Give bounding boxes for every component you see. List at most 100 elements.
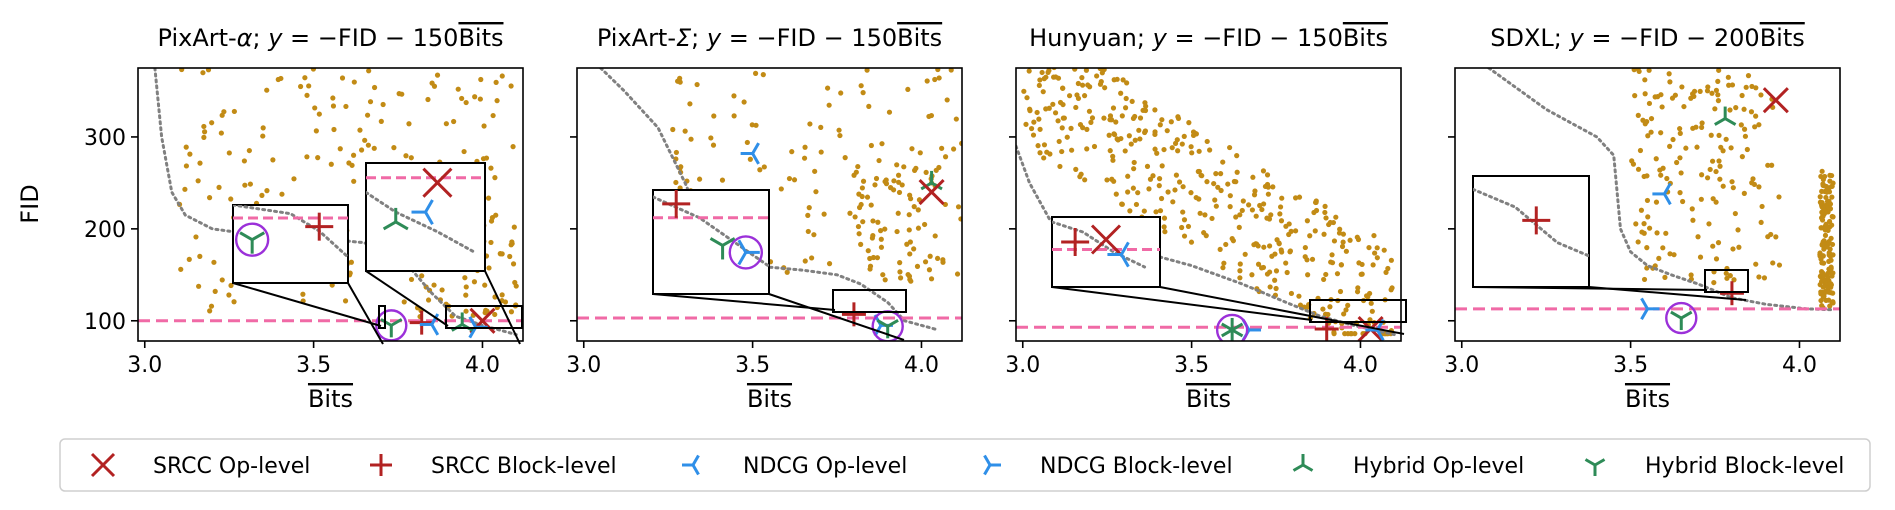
scatter-point	[673, 179, 679, 186]
scatter-point	[477, 96, 483, 102]
scatter-point	[348, 259, 354, 265]
scatter-point	[1144, 163, 1151, 169]
legend-marker-srcc_op	[90, 452, 116, 478]
scatter-point	[1046, 68, 1052, 74]
scatter-point	[1078, 171, 1084, 177]
scatter-point	[1667, 251, 1673, 257]
scatter-point	[1343, 248, 1349, 254]
scatter-point	[877, 228, 884, 234]
scatter-point	[836, 127, 842, 133]
scatter-point	[1126, 133, 1132, 139]
scatter-point	[1817, 194, 1823, 200]
scatter-point	[1818, 278, 1825, 285]
scatter-point	[1130, 185, 1136, 191]
scatter-point	[1658, 172, 1664, 178]
scatter-point	[201, 123, 207, 130]
scatter-point	[1730, 246, 1736, 252]
marker-srcc_block	[409, 310, 434, 335]
scatter-point	[906, 227, 912, 233]
scatter-point	[1761, 275, 1768, 281]
scatter-point	[182, 186, 188, 192]
scatter-point	[331, 126, 337, 133]
scatter-point	[451, 118, 457, 125]
scatter-point	[1154, 150, 1160, 156]
scatter-point	[784, 269, 790, 275]
scatter-point	[825, 85, 831, 91]
scatter-point	[1704, 175, 1711, 181]
scatter-point	[1683, 145, 1689, 151]
scatter-point	[1204, 138, 1210, 145]
scatter-point	[471, 279, 478, 285]
marker-ndcg_op	[419, 313, 440, 336]
scatter-point	[1156, 176, 1163, 182]
scatter-point	[1221, 260, 1227, 266]
scatter-point	[1825, 270, 1831, 276]
scatter-point	[1202, 212, 1208, 218]
scatter-point	[1060, 85, 1066, 91]
scatter-point	[1629, 158, 1635, 164]
scatter-point	[1249, 207, 1256, 213]
scatter-point	[260, 133, 266, 139]
scatter-point	[205, 68, 212, 73]
scatter-point	[878, 244, 885, 250]
panels: 3.0 3.5 4.0 100 200 300 Bits PixArt-α; y = −FID…	[84, 24, 1841, 413]
scatter-point	[1699, 172, 1705, 178]
scatter-point	[472, 94, 478, 100]
scatter-point	[1237, 261, 1243, 267]
scatter-point	[425, 96, 431, 103]
scatter-point	[1159, 117, 1165, 123]
scatter-point	[509, 239, 515, 245]
scatter-point	[1697, 88, 1703, 94]
scatter-point	[499, 73, 505, 79]
scatter-point	[867, 266, 873, 272]
x-tick-label: 3.5	[1613, 353, 1648, 378]
scatter-point	[1028, 125, 1035, 132]
scatter-point	[1756, 184, 1762, 190]
scatter-point	[1830, 180, 1836, 186]
scatter-point	[882, 226, 888, 232]
scatter-point	[1705, 84, 1711, 90]
scatter-point	[1323, 271, 1329, 278]
scatter-point	[858, 241, 864, 247]
scatter-point	[216, 184, 222, 190]
scatter-point	[821, 211, 827, 217]
scatter-point	[907, 251, 913, 257]
scatter-point	[1679, 84, 1685, 90]
legend-marker-ndcg_op	[682, 454, 700, 476]
scatter-point	[1699, 124, 1705, 130]
scatter-point	[1186, 120, 1192, 126]
scatter-point	[908, 278, 914, 284]
scatter-point	[508, 83, 514, 89]
marker-srcc_block	[1719, 281, 1744, 306]
scatter-point	[1712, 106, 1718, 112]
scatter-point	[226, 292, 232, 298]
panel-1: 3.0 3.5 4.0 100 200 300 Bits PixArt-α; y = −FID…	[84, 24, 524, 413]
panel-4: 3.0 3.5 4.0 Bits SDXL; y = −FID − 200Bits	[1444, 24, 1841, 413]
panel-title: PixArt-α; y = −FID − 150Bits	[158, 24, 504, 52]
scatter-point	[1830, 290, 1836, 296]
scatter-point	[1195, 168, 1201, 175]
scatter-point	[731, 113, 737, 119]
scatter-point	[1709, 90, 1715, 96]
scatter-point	[1209, 215, 1215, 222]
scatter-point	[1729, 179, 1735, 185]
scatter-point	[1131, 159, 1137, 166]
scatter-point	[1829, 194, 1835, 200]
scatter-point	[1659, 104, 1665, 110]
scatter-point	[1161, 215, 1168, 221]
scatter-point	[502, 299, 509, 305]
scatter-point	[909, 146, 915, 152]
scatter-point	[1084, 126, 1090, 132]
marker-hybrid_op	[1714, 106, 1737, 126]
zoom-inset	[232, 204, 386, 345]
scatter-point	[1097, 81, 1104, 87]
scatter-point	[1325, 311, 1331, 318]
scatter-point	[818, 124, 824, 130]
inset-circle-marker	[234, 222, 270, 257]
scatter-point	[1669, 95, 1676, 101]
scatter-point	[1211, 180, 1217, 187]
scatter-point	[1233, 214, 1239, 220]
scatter-point	[1635, 239, 1641, 245]
scatter-point	[682, 128, 688, 134]
scatter-point	[1638, 207, 1645, 213]
